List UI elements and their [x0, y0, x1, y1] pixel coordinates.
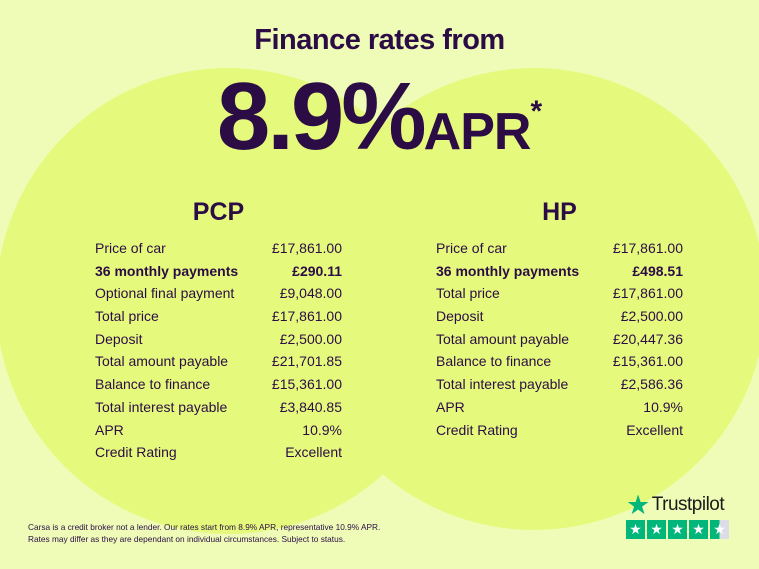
trustpilot-name: Trustpilot [651, 494, 725, 515]
pcp-row: Balance to finance £15,361.00 [95, 373, 342, 396]
row-label: Deposit [436, 308, 484, 325]
hp-table: HP Price of car £17,861.00 36 monthly paym… [436, 198, 683, 441]
headline: Finance rates from [254, 24, 505, 56]
row-value: £17,861.00 [271, 308, 342, 325]
row-value: £17,861.00 [271, 240, 342, 256]
rate-value: 8.9% [216, 63, 427, 170]
trustpilot-badge[interactable]: ★ Trustpilot ★ ★ ★ ★ ★ [626, 490, 729, 539]
row-value: 10.9% [643, 398, 683, 415]
rate-unit: APR [423, 103, 532, 161]
row-value: Excellent [626, 421, 683, 438]
rating-star-icon: ★ [626, 520, 645, 539]
pcp-row: Credit Rating Excellent [95, 441, 342, 464]
row-value: 10.9% [302, 421, 342, 438]
row-value: £15,361.00 [612, 353, 683, 370]
rating-star-icon: ★ [668, 520, 687, 539]
row-label: Price of car [95, 240, 166, 256]
row-value: £2,586.36 [620, 376, 683, 393]
pcp-row: Optional final payment £9,048.00 [95, 282, 342, 305]
hp-row: Total price £17,861.00 [436, 282, 683, 305]
row-label: Total price [436, 285, 500, 302]
row-label: 36 monthly payments [95, 262, 239, 279]
row-label: 36 monthly payments [436, 262, 580, 279]
disclaimer-line: Rates may differ as they are dependant o… [28, 534, 346, 544]
row-label: Balance to finance [95, 376, 211, 393]
hp-row: Deposit £2,500.00 [436, 305, 683, 328]
hp-row: Total amount payable £20,447.36 [436, 328, 683, 351]
row-label: Optional final payment [95, 285, 235, 302]
rating-star-icon: ★ [647, 520, 666, 539]
pcp-row: Total interest payable £3,840.85 [95, 396, 342, 419]
pcp-row: Deposit £2,500.00 [95, 328, 342, 351]
disclaimer-line: Carsa is a credit broker not a lender. O… [28, 522, 381, 532]
row-label: Total interest payable [436, 376, 569, 393]
row-label: Credit Rating [436, 421, 518, 438]
row-value: £9,048.00 [279, 285, 342, 302]
hp-row: Price of car £17,861.00 [436, 237, 683, 260]
background-circle-right [302, 68, 759, 530]
row-value: £15,361.00 [271, 376, 342, 393]
trustpilot-star-icon: ★ [626, 490, 650, 520]
footnote-mark: * [530, 95, 543, 128]
hp-row: Credit Rating Excellent [436, 419, 683, 442]
row-value: £17,861.00 [612, 240, 683, 256]
hp-row: Balance to finance £15,361.00 [436, 350, 683, 373]
pcp-title: PCP [192, 198, 245, 226]
row-label: Total price [95, 308, 159, 325]
pcp-row: APR 10.9% [95, 419, 342, 442]
row-label: Credit Rating [95, 444, 177, 461]
row-label: Balance to finance [436, 353, 552, 370]
row-value: £2,500.00 [620, 308, 683, 325]
row-label: Price of car [436, 240, 507, 256]
pcp-row: Price of car £17,861.00 [95, 237, 342, 260]
disclaimer: Carsa is a credit broker not a lender. O… [28, 521, 380, 545]
row-label: Total interest payable [95, 398, 228, 415]
row-label: APR [95, 421, 124, 438]
hp-title: HP [542, 198, 577, 226]
pcp-row: Total amount payable £21,701.85 [95, 350, 342, 373]
rating-star-icon: ★ [710, 520, 729, 539]
row-label: Total amount payable [95, 353, 229, 370]
row-label: APR [436, 398, 465, 415]
row-value: £21,701.85 [271, 353, 342, 370]
row-value: Excellent [285, 444, 342, 461]
row-value: £17,861.00 [612, 285, 683, 302]
row-value: £498.51 [632, 262, 683, 279]
pcp-table: PCP Price of car £17,861.00 36 monthly pay… [95, 198, 342, 464]
row-value: £290.11 [292, 262, 342, 279]
row-label: Deposit [95, 330, 143, 347]
pcp-row: Total price £17,861.00 [95, 305, 342, 328]
row-value: £20,447.36 [612, 330, 683, 347]
row-value: £3,840.85 [279, 398, 342, 415]
rating-star-icon: ★ [689, 520, 708, 539]
hp-row: APR 10.9% [436, 396, 683, 419]
row-label: Total amount payable [436, 330, 570, 347]
hp-row: Total interest payable £2,586.36 [436, 373, 683, 396]
row-value: £2,500.00 [279, 330, 342, 347]
pcp-row: 36 monthly payments £290.11 [95, 260, 342, 283]
trustpilot-rating: ★ ★ ★ ★ ★ [626, 520, 729, 539]
rate-display: 8.9%APR* [0, 62, 759, 172]
hp-row: 36 monthly payments £498.51 [436, 260, 683, 283]
